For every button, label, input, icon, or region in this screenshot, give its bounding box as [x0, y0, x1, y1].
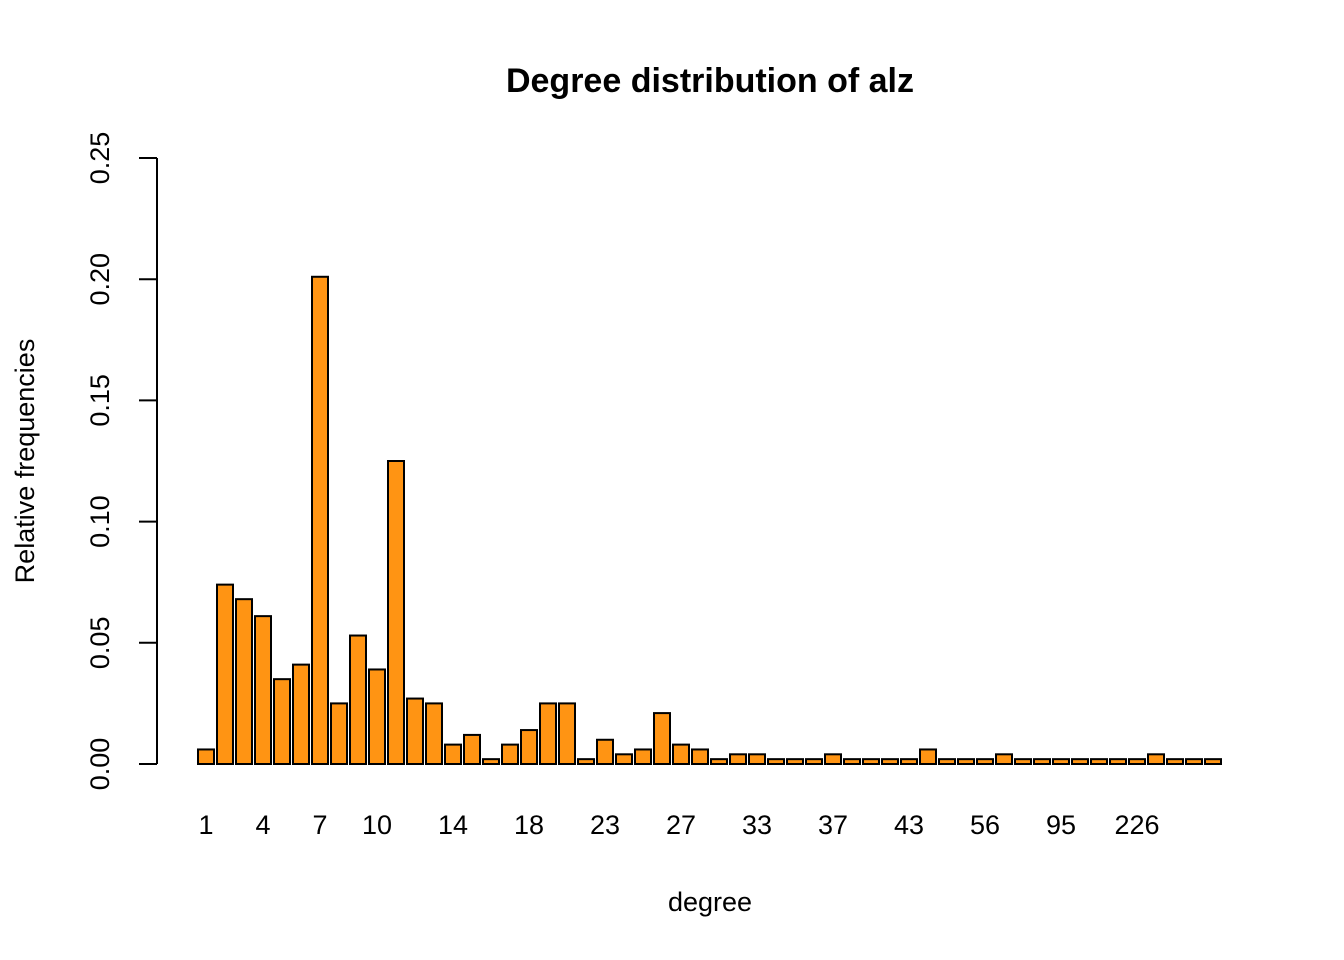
bar — [558, 702, 576, 766]
bar — [615, 753, 633, 766]
x-tick-label: 18 — [514, 810, 544, 840]
bar — [843, 758, 861, 765]
bar — [653, 712, 671, 766]
x-tick-label: 23 — [590, 810, 620, 840]
x-tick-label: 10 — [362, 810, 392, 840]
bar — [1147, 753, 1165, 766]
bar — [748, 753, 766, 766]
bar — [482, 758, 500, 765]
bar — [577, 758, 595, 765]
x-tick-label: 7 — [312, 810, 327, 840]
x-tick-label: 226 — [1114, 810, 1159, 840]
bar — [786, 758, 804, 765]
bar — [539, 702, 557, 766]
bar — [197, 748, 215, 765]
bar — [1033, 758, 1051, 765]
bar — [767, 758, 785, 765]
bar — [919, 748, 937, 765]
x-tick-label: 37 — [818, 810, 848, 840]
bar — [824, 753, 842, 766]
bar — [805, 758, 823, 765]
bar — [672, 743, 690, 765]
bar — [273, 678, 291, 765]
bar — [1014, 758, 1032, 765]
bar — [1204, 758, 1222, 765]
bar — [1090, 758, 1108, 765]
bar — [1109, 758, 1127, 765]
x-tick-labels: 1 4 7 10 14 18 23 27 33 37 43 56 95 226 — [198, 810, 1159, 840]
y-tick-label: 0.25 — [85, 132, 115, 185]
bar — [881, 758, 899, 765]
bars — [197, 275, 1222, 766]
bar — [995, 753, 1013, 766]
x-tick-label: 14 — [438, 810, 468, 840]
bar — [349, 634, 367, 766]
bar — [216, 583, 234, 766]
bar — [1185, 758, 1203, 765]
bar — [520, 729, 538, 766]
bar — [957, 758, 975, 765]
y-axis: 0.00 0.05 0.10 0.15 0.20 0.25 — [85, 132, 158, 791]
bar — [938, 758, 956, 765]
chart-title: Degree distribution of alz — [506, 62, 914, 100]
x-axis-label: degree — [668, 887, 752, 917]
y-tick-label: 0.10 — [85, 495, 115, 548]
bar — [976, 758, 994, 765]
bar — [1071, 758, 1089, 765]
bar — [1166, 758, 1184, 765]
x-tick-label: 4 — [255, 810, 270, 840]
bar — [444, 743, 462, 765]
bar — [634, 748, 652, 765]
y-tick-label: 0.20 — [85, 253, 115, 306]
bar — [330, 702, 348, 766]
x-tick-label: 1 — [198, 810, 213, 840]
bar — [292, 663, 310, 766]
bar — [368, 668, 386, 765]
bar — [1128, 758, 1146, 765]
x-tick-label: 56 — [970, 810, 1000, 840]
bar — [729, 753, 747, 766]
bar — [501, 743, 519, 765]
bar — [463, 733, 481, 765]
bar — [900, 758, 918, 765]
bar — [425, 702, 443, 766]
x-tick-label: 27 — [666, 810, 696, 840]
x-tick-label: 95 — [1046, 810, 1076, 840]
bar — [406, 697, 424, 765]
bar — [1052, 758, 1070, 765]
x-tick-label: 43 — [894, 810, 924, 840]
bar — [254, 615, 272, 765]
y-tick-label: 0.05 — [85, 617, 115, 670]
y-axis-label: Relative frequencies — [10, 339, 40, 584]
bar — [235, 598, 253, 766]
y-tick-label: 0.00 — [85, 738, 115, 791]
bar — [710, 758, 728, 765]
x-tick-label: 33 — [742, 810, 772, 840]
bar — [691, 748, 709, 765]
bar — [311, 275, 329, 765]
bar — [596, 738, 614, 766]
bar — [862, 758, 880, 765]
y-tick-label: 0.15 — [85, 374, 115, 427]
bar — [387, 460, 405, 765]
